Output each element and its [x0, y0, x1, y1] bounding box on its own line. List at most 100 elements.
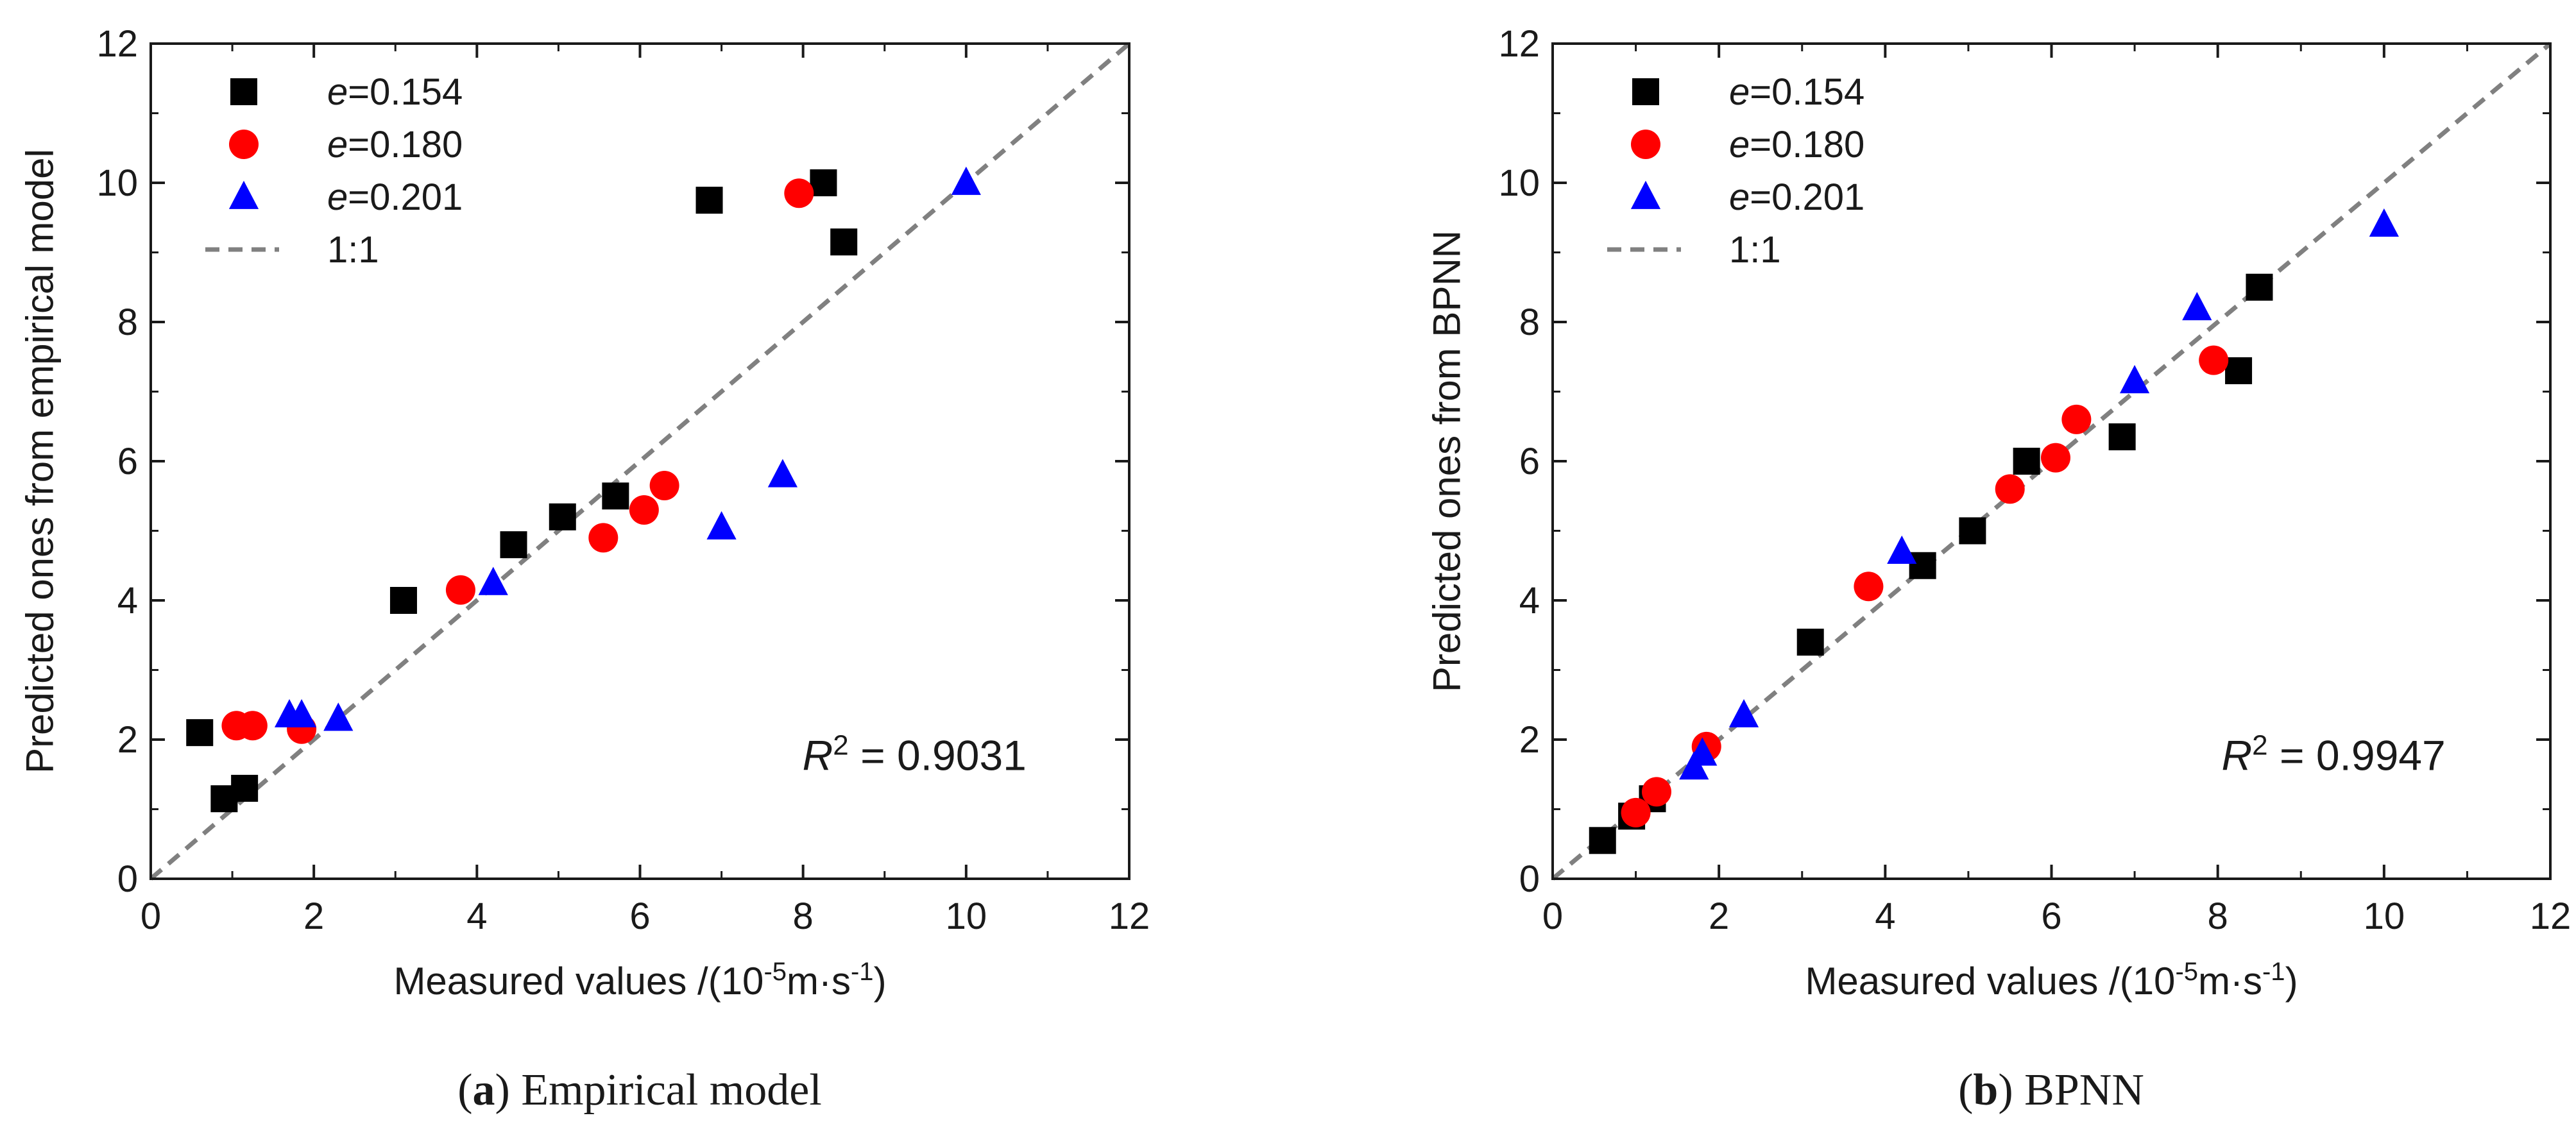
- data-point-square: [1909, 552, 1936, 579]
- legend-marker-circle: [1631, 130, 1660, 159]
- x-tick-label: 0: [141, 895, 161, 937]
- y-tick-label: 0: [117, 858, 138, 900]
- legend-marker-triangle: [228, 180, 259, 209]
- y-tick-label: 0: [1519, 858, 1540, 900]
- legend-label: e=0.154: [327, 71, 463, 113]
- data-point-circle: [629, 495, 659, 525]
- data-point-square: [2246, 273, 2273, 301]
- data-point-circle: [588, 523, 618, 553]
- x-tick-label: 2: [1709, 895, 1729, 937]
- legend-marker-circle: [229, 130, 259, 159]
- x-tick-label: 6: [2041, 895, 2061, 937]
- x-tick-label: 4: [466, 895, 487, 937]
- y-axis-title: Predicted ones from BPNN: [1426, 230, 1469, 692]
- x-axis-title: Measured values /(10-5m·s-1): [393, 958, 886, 1003]
- y-tick-label: 12: [96, 23, 138, 65]
- legend-label-1to1: 1:1: [327, 229, 379, 271]
- y-tick-label: 10: [96, 162, 138, 204]
- data-point-square: [695, 187, 723, 214]
- y-axis-title: Predicted ones from empirical model: [19, 149, 62, 774]
- data-point-triangle: [1887, 535, 1917, 564]
- data-point-triangle: [767, 459, 798, 487]
- data-point-circle: [1641, 777, 1671, 807]
- series-triangle: [274, 166, 981, 731]
- legend: e=0.154 e=0.180 e=0.201 1:1: [205, 71, 463, 271]
- r-squared-annotation: R2 = 0.9947: [2221, 729, 2445, 779]
- data-point-circle: [1854, 572, 1884, 602]
- data-point-circle: [784, 178, 814, 208]
- data-point-triangle: [2182, 292, 2212, 321]
- x-tick-label: 8: [793, 895, 814, 937]
- data-point-triangle: [287, 699, 317, 727]
- data-point-circle: [1621, 797, 1651, 827]
- series-circle: [1621, 345, 2229, 827]
- data-point-square: [231, 774, 259, 802]
- legend-label: e=0.180: [1729, 124, 1864, 165]
- x-tick-label: 2: [303, 895, 324, 937]
- chart-panel-a: 0 2 4 6 8 10 12 0 2 4 6 8 10 12 Measured values /(10-5…: [19, 23, 1150, 1115]
- data-point-square: [389, 587, 417, 614]
- data-point-square: [2225, 357, 2253, 384]
- data-point-square: [2013, 448, 2040, 475]
- x-tick-label: 6: [629, 895, 650, 937]
- data-point-circle: [2040, 443, 2070, 473]
- legend-label: e=0.180: [327, 124, 463, 165]
- data-point-square: [186, 719, 214, 747]
- y-tick-label: 8: [1519, 301, 1540, 343]
- panel-caption: (a) Empirical model: [457, 1065, 822, 1115]
- legend-label-1to1: 1:1: [1729, 229, 1781, 271]
- data-point-triangle: [2369, 208, 2399, 237]
- x-tick-label: 10: [2364, 895, 2405, 937]
- data-point-square: [1796, 629, 1824, 656]
- data-point-circle: [649, 470, 679, 500]
- legend-label: e=0.201: [327, 176, 463, 218]
- y-tick-label: 6: [1519, 441, 1540, 482]
- data-point-circle: [2199, 345, 2229, 375]
- y-tick-label: 10: [1498, 162, 1540, 204]
- data-point-square: [810, 169, 837, 196]
- panel-caption: (b) BPNN: [1958, 1065, 2144, 1115]
- data-point-circle: [445, 575, 475, 605]
- y-tick-label: 4: [1519, 580, 1540, 622]
- data-point-circle: [2061, 404, 2092, 434]
- data-point-square: [1959, 517, 1986, 545]
- legend-label: e=0.201: [1729, 176, 1864, 218]
- data-point-triangle: [2119, 365, 2150, 394]
- data-point-square: [830, 228, 858, 256]
- y-tick-label: 4: [117, 580, 138, 622]
- x-axis-title: Measured values /(10-5m·s-1): [1805, 958, 2298, 1003]
- data-point-triangle: [706, 511, 737, 539]
- legend-marker-triangle: [1630, 180, 1661, 209]
- data-point-triangle: [323, 702, 354, 731]
- data-point-square: [1589, 827, 1616, 854]
- data-point-circle: [237, 711, 268, 741]
- y-tick-label: 2: [1519, 719, 1540, 761]
- series-triangle: [1679, 208, 2399, 780]
- x-tick-label: 4: [1875, 895, 1895, 937]
- legend-marker-square: [1632, 78, 1659, 105]
- data-point-square: [500, 531, 527, 559]
- data-point-circle: [1995, 474, 2025, 504]
- series-square: [186, 169, 858, 813]
- data-point-triangle: [1687, 737, 1718, 766]
- y-tick-label: 8: [117, 301, 138, 343]
- data-point-triangle: [951, 166, 981, 195]
- data-point-square: [549, 503, 576, 530]
- data-point-triangle: [478, 566, 508, 595]
- y-tick-label: 6: [117, 441, 138, 482]
- data-point-triangle: [1728, 699, 1759, 727]
- r-squared-annotation: R2 = 0.9031: [803, 729, 1027, 779]
- x-tick-label: 0: [1542, 895, 1563, 937]
- x-tick-label: 10: [946, 895, 987, 937]
- x-tick-label: 12: [1109, 895, 1150, 937]
- chart-panel-b: 0 2 4 6 8 10 12 0 2 4 6 8 10 12 Measured values /(10-5…: [1426, 23, 2572, 1115]
- data-point-square: [2108, 423, 2136, 451]
- data-point-square: [602, 482, 629, 510]
- y-tick-label: 2: [117, 719, 138, 761]
- y-tick-label: 12: [1498, 23, 1540, 65]
- legend-marker-square: [230, 78, 257, 105]
- x-tick-label: 8: [2208, 895, 2228, 937]
- x-tick-label: 12: [2530, 895, 2572, 937]
